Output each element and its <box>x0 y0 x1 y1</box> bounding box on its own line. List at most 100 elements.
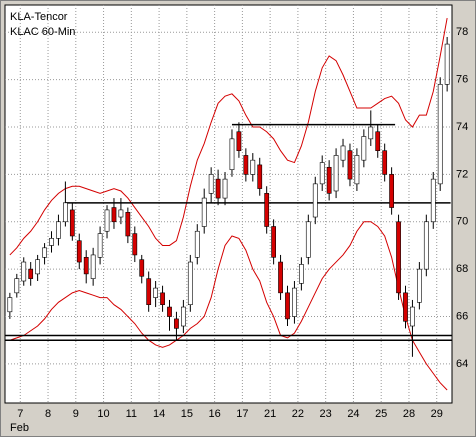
candle-body <box>21 261 27 282</box>
candle-body <box>139 259 145 277</box>
candle <box>354 148 360 191</box>
candle <box>298 257 304 291</box>
candle-body <box>104 209 110 232</box>
candle <box>181 299 186 334</box>
candle-body <box>333 155 339 192</box>
candle-body <box>396 221 401 294</box>
candle <box>160 285 165 312</box>
candle-body <box>340 145 346 161</box>
candle <box>292 280 297 324</box>
candle-body <box>416 268 422 303</box>
x-tick-label: 23 <box>320 408 332 420</box>
x-tick-label: 29 <box>431 408 443 420</box>
candle <box>7 292 13 319</box>
candle <box>333 148 339 199</box>
x-tick-label: 14 <box>153 408 165 420</box>
plot-area <box>4 4 453 404</box>
candle <box>264 186 270 234</box>
candle-body <box>361 136 367 161</box>
candle <box>271 219 276 265</box>
candle-body <box>132 233 138 256</box>
candle-body <box>90 254 96 279</box>
candle-body <box>146 278 152 305</box>
candle-body <box>201 197 207 227</box>
bollinger-band <box>9 221 448 391</box>
x-axis-label: Feb <box>10 422 29 434</box>
candle <box>111 198 117 229</box>
candle-body <box>83 257 89 275</box>
candle <box>132 226 138 263</box>
candle-body <box>430 178 436 223</box>
candle-body <box>250 159 256 175</box>
candle <box>139 254 145 284</box>
candle <box>305 214 311 265</box>
candle-body <box>354 155 360 185</box>
candle <box>201 188 207 234</box>
candle <box>444 36 450 92</box>
candle <box>423 214 429 277</box>
x-tick-label: 21 <box>264 408 276 420</box>
candle-body <box>174 318 179 329</box>
candle <box>215 169 221 206</box>
candle <box>285 285 290 327</box>
candle-body <box>194 230 200 258</box>
candle <box>125 207 131 244</box>
candle <box>14 273 20 298</box>
candle-body <box>153 287 159 298</box>
x-tick-label: 25 <box>375 408 387 420</box>
candle <box>257 157 263 196</box>
candle <box>194 224 200 265</box>
candle <box>167 299 172 331</box>
candle-body <box>444 43 450 85</box>
candle <box>389 167 394 215</box>
candle-body <box>305 221 311 258</box>
candle <box>361 129 367 168</box>
x-tick-label: 16 <box>208 408 220 420</box>
candle-body <box>215 178 221 199</box>
candle <box>174 311 179 341</box>
x-tick-label: 11 <box>126 408 137 420</box>
candle <box>368 110 374 146</box>
candle-body <box>160 292 165 305</box>
candle <box>21 257 27 286</box>
candle <box>118 198 124 225</box>
candle-body <box>403 292 408 322</box>
candle <box>208 167 214 203</box>
candle-body <box>410 306 415 327</box>
candle-body <box>236 131 242 151</box>
candle-body <box>368 126 374 140</box>
candle-body <box>35 259 41 275</box>
candle-body <box>437 84 443 185</box>
candle <box>56 214 61 246</box>
candle <box>236 122 242 158</box>
candle <box>326 160 332 201</box>
candle-body <box>292 287 297 317</box>
candle <box>90 247 96 286</box>
candle-body <box>285 292 290 320</box>
candle <box>187 254 193 312</box>
candle-body <box>181 306 186 327</box>
candle-body <box>278 261 283 294</box>
candle <box>42 243 47 265</box>
candle <box>243 148 249 182</box>
candle <box>437 77 443 191</box>
candle-body <box>69 209 75 237</box>
y-tick-label: 74 <box>456 121 468 133</box>
x-tick-label: 8 <box>45 408 51 420</box>
x-tick-label: 10 <box>97 408 109 420</box>
candle <box>222 172 228 206</box>
y-tick-label: 64 <box>456 358 468 370</box>
candle-body <box>28 268 34 279</box>
candle <box>28 262 34 286</box>
chart-subtitle: KLAC 60-Min <box>10 26 75 38</box>
x-tick-label: 22 <box>292 408 304 420</box>
candle <box>312 176 318 225</box>
x-tick-label: 7 <box>17 408 23 420</box>
candle <box>69 202 75 241</box>
candle-body <box>42 247 47 258</box>
candle-body <box>319 162 325 185</box>
candle <box>416 262 422 310</box>
y-tick-label: 70 <box>456 216 468 228</box>
candle-body <box>264 193 270 227</box>
